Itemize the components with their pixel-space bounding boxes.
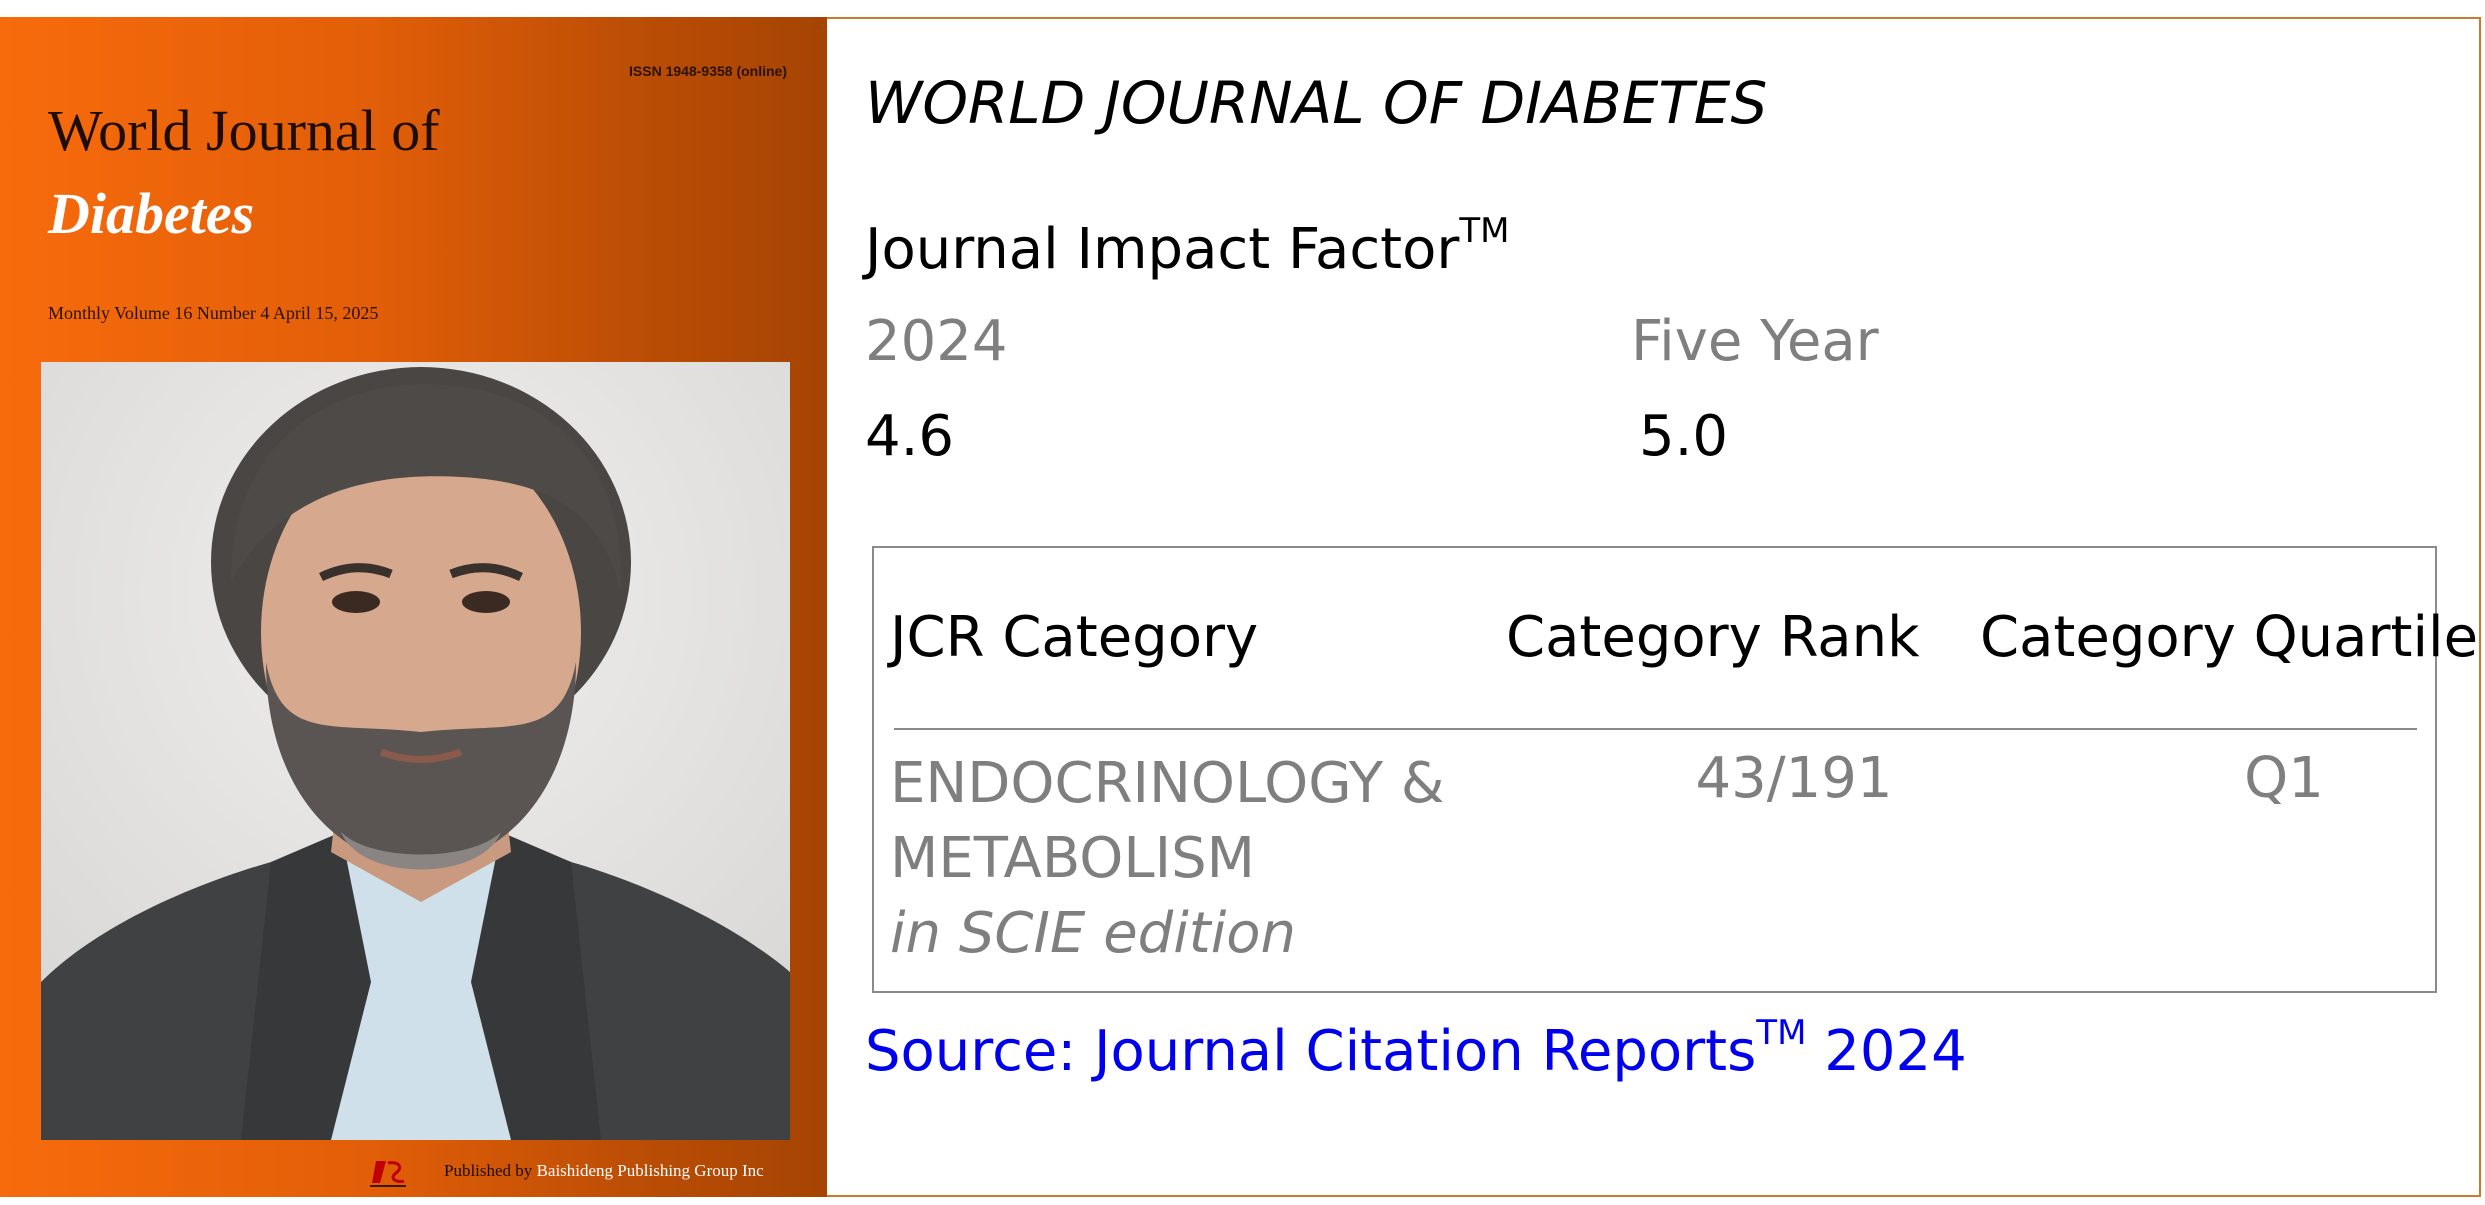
jcr-divider — [894, 728, 2417, 730]
publisher-logo — [370, 1161, 406, 1187]
cover-portrait-photo — [41, 362, 790, 1140]
source-citation: Source: Journal Citation ReportsTM 2024 — [865, 1013, 1967, 1084]
jcr-header-rank: Category Rank — [1506, 605, 1920, 670]
jif-heading: Journal Impact FactorTM — [865, 211, 1509, 282]
jcr-rank-cell: 43/191 — [1695, 746, 1893, 811]
jcr-edition: in SCIE edition — [890, 901, 1297, 966]
source-prefix: Source: Journal Citation Reports — [865, 1019, 1757, 1084]
publisher-prefix: Published by — [444, 1161, 533, 1180]
jcr-header-category: JCR Category — [890, 605, 1259, 670]
jif-year-value: 4.6 — [865, 404, 955, 469]
publisher-name: Baishideng Publishing Group Inc — [536, 1161, 764, 1180]
impact-factor-panel: WORLD JOURNAL OF DIABETES Journal Impact… — [827, 17, 2481, 1197]
cover-title-line2: Diabetes — [48, 181, 255, 246]
jcr-table: JCR Category Category Rank Category Quar… — [872, 546, 2478, 993]
jcr-quartile-cell: Q1 — [2244, 746, 2324, 811]
cover-issn: ISSN 1948-9358 (online) — [629, 63, 787, 79]
jif-year-label: 2024 — [865, 309, 1008, 374]
source-year: 2024 — [1806, 1019, 1967, 1084]
jif-five-year-value: 5.0 — [1639, 404, 1729, 469]
source-trademark: TM — [1756, 1013, 1807, 1054]
journal-title: WORLD JOURNAL OF DIABETES — [865, 69, 1768, 137]
journal-cover: ISSN 1948-9358 (online) World Journal of… — [0, 17, 827, 1197]
jif-trademark: TM — [1459, 211, 1510, 252]
jcr-category-line1: ENDOCRINOLOGY & — [890, 751, 1445, 816]
jcr-category-line2: METABOLISM — [890, 826, 1255, 891]
portrait-illustration — [41, 367, 790, 1140]
cover-issue-info: Monthly Volume 16 Number 4 April 15, 202… — [48, 303, 379, 323]
cover-publisher: Published by Baishideng Publishing Group… — [444, 1161, 764, 1181]
jif-label: Journal Impact Factor — [865, 217, 1460, 282]
jcr-category-cell: ENDOCRINOLOGY & METABOLISM in SCIE editi… — [890, 746, 1445, 971]
jif-five-year-label: Five Year — [1631, 309, 1879, 374]
jcr-header-quartile: Category Quartile — [1980, 605, 2479, 670]
cover-title-line1: World Journal of — [48, 98, 440, 163]
